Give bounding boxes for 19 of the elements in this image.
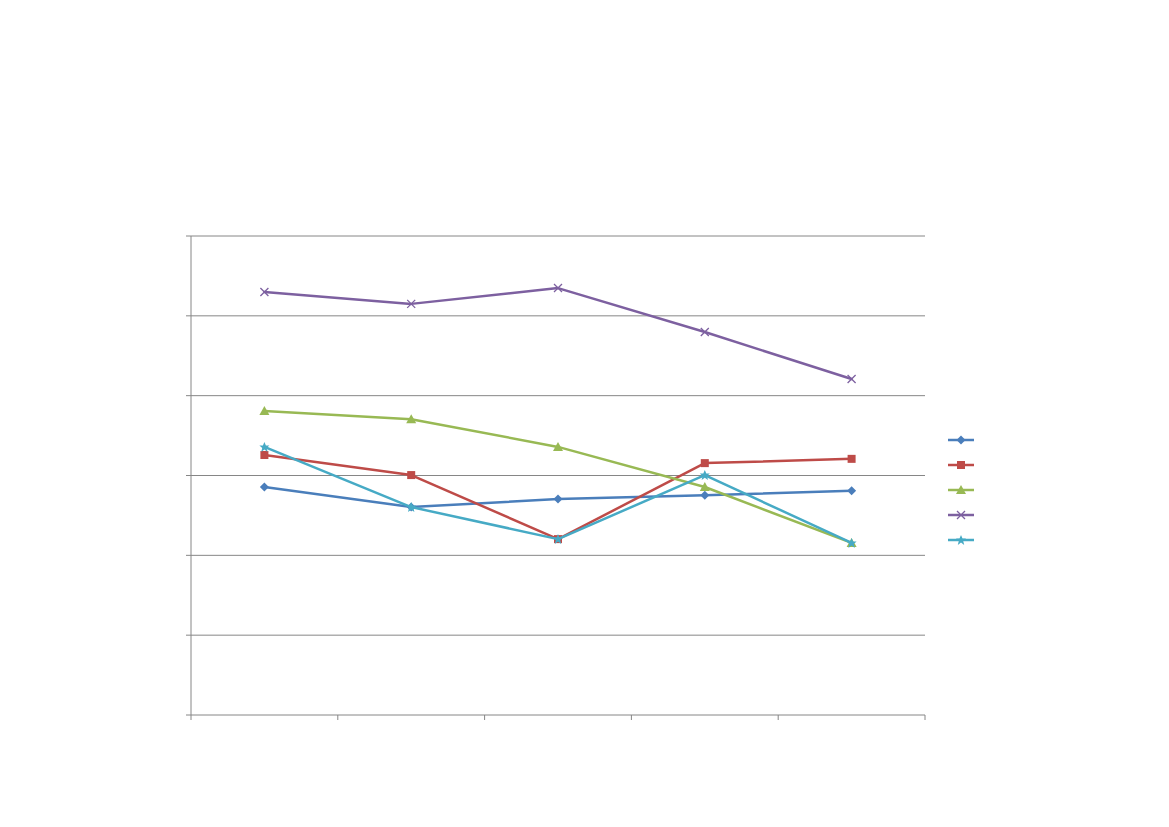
point: [700, 459, 709, 468]
point: [407, 471, 416, 480]
point: [699, 470, 710, 481]
point: [847, 486, 857, 496]
point: [259, 482, 269, 492]
point: [700, 490, 710, 500]
point: [846, 374, 857, 384]
point: [406, 299, 416, 309]
point: [700, 327, 710, 337]
point: [847, 454, 856, 463]
point: [406, 414, 417, 424]
point: [553, 441, 563, 451]
point: [259, 441, 270, 452]
point: [553, 283, 563, 293]
point: [553, 494, 563, 504]
point: [699, 482, 710, 492]
point: [259, 406, 270, 416]
point: [259, 287, 270, 297]
point: [260, 451, 269, 460]
